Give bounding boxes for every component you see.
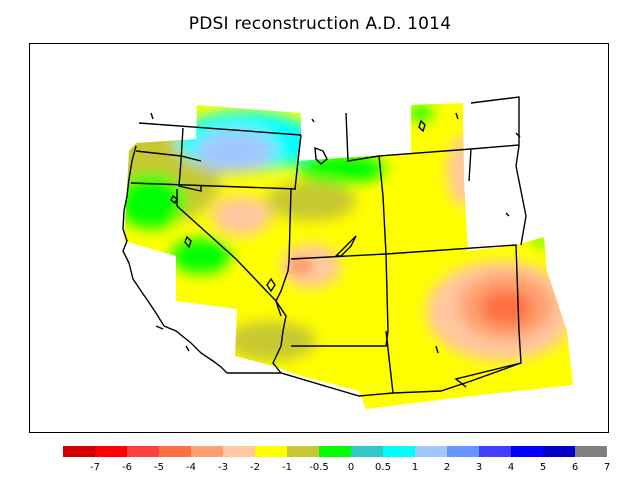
coastline	[122, 145, 228, 374]
colorbar-tick-label: -3	[218, 462, 228, 473]
colorbar-swatch	[255, 446, 287, 457]
border-nm-az	[385, 330, 522, 394]
border-or-ca	[130, 182, 297, 190]
map-title: PDSI reconstruction A.D. 1014	[188, 14, 452, 34]
pdsi-map	[122, 96, 573, 409]
colorbar-swatch	[447, 446, 479, 457]
colorbar-swatch	[63, 446, 95, 457]
colorbar-tick-label: 0.5	[375, 462, 391, 473]
colorbar-tick-label: -1	[282, 462, 292, 473]
colorbar-swatch	[575, 446, 607, 457]
olive-south	[226, 321, 316, 361]
colorbar-tick-label: 2	[444, 462, 450, 473]
island-2	[311, 118, 315, 123]
green-calif	[171, 238, 231, 274]
border-co	[385, 244, 520, 332]
island-6	[435, 345, 439, 354]
colorbar-swatch	[351, 446, 383, 457]
green-ne	[409, 105, 433, 121]
island-8	[155, 325, 164, 330]
colorbar-tick-label: 1	[412, 462, 418, 473]
colorbar-tick-label: 0	[348, 462, 354, 473]
lake-great-salt	[334, 235, 357, 257]
border-mt-wy	[345, 112, 380, 162]
colorbar-swatch	[415, 446, 447, 457]
olive-wyoming	[266, 181, 356, 221]
green-oregon	[124, 173, 186, 229]
border-az-ca	[272, 300, 287, 374]
colorbar-swatch	[159, 446, 191, 457]
colorbar-tick-label: 3	[476, 462, 482, 473]
colorbar-swatch	[319, 446, 351, 457]
border-dakotas	[470, 96, 527, 246]
border-idaho	[178, 127, 202, 192]
island-1	[150, 112, 154, 120]
border-tx	[454, 330, 522, 388]
colorbar-tick-label: 4	[508, 462, 514, 473]
colorbar-tick-label: 6	[572, 462, 578, 473]
colorbar-tick-label: -6	[122, 462, 132, 473]
border-id-mt	[294, 134, 302, 190]
colorbar-tick-label: -2	[250, 462, 260, 473]
colorbar-swatch	[479, 446, 511, 457]
border-nv-ut	[275, 188, 292, 302]
colorbar-swatch	[543, 446, 575, 457]
lake-yellowstone	[314, 146, 328, 165]
pdsi-field	[124, 103, 573, 409]
island-4	[515, 132, 521, 138]
colorbar-tick-label: 7	[604, 462, 610, 473]
island-7	[185, 345, 190, 352]
border-az-mex	[227, 372, 394, 397]
lake-pyramid	[184, 235, 192, 249]
colorbar-swatch	[127, 446, 159, 457]
border-canada	[138, 122, 302, 136]
colorbar-swatch	[95, 446, 127, 457]
salmon-utah	[289, 257, 313, 275]
borders	[122, 96, 527, 397]
lake-flathead	[418, 119, 426, 133]
island-5	[505, 212, 510, 217]
lake-salton	[266, 277, 276, 293]
border-ne	[468, 148, 472, 182]
colorbar-tick-label: 5	[540, 462, 546, 473]
peach-nevada	[211, 196, 271, 236]
colorbar-tick-label: -0.5	[309, 462, 329, 473]
colorbar-swatch	[223, 446, 255, 457]
colorbar-swatch	[383, 446, 415, 457]
island-3	[455, 112, 459, 120]
map-frame	[29, 43, 609, 433]
colorbar-tick-label: -5	[154, 462, 164, 473]
colorbar-tick-label: -4	[186, 462, 196, 473]
colorbar-swatch	[287, 446, 319, 457]
colorbar-tick-label: -7	[90, 462, 100, 473]
ltblue-idaho	[196, 129, 276, 173]
colorbar-swatch	[191, 446, 223, 457]
colorbar-swatch	[511, 446, 543, 457]
lake-tahoe	[170, 194, 178, 205]
